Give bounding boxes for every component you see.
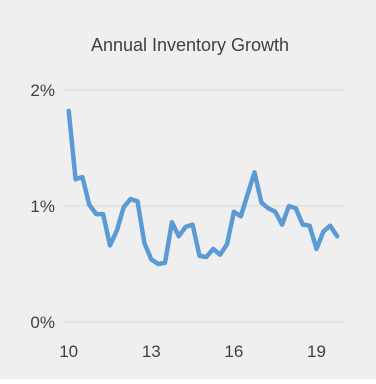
data-point	[67, 109, 70, 112]
data-point	[157, 263, 160, 266]
x-axis-tick-labels: 10 13 16 19	[59, 342, 326, 361]
data-point	[136, 200, 139, 203]
data-point	[102, 213, 105, 216]
data-point	[95, 213, 98, 216]
data-point	[329, 224, 332, 227]
data-point	[205, 256, 208, 259]
data-point	[115, 229, 118, 232]
chart-title: Annual Inventory Growth	[91, 35, 289, 55]
data-point	[281, 223, 284, 226]
y-axis-tick-labels: 0% 1% 2%	[30, 81, 55, 332]
data-point	[143, 242, 146, 245]
y-tick-label: 2%	[30, 81, 55, 100]
data-point	[322, 230, 325, 233]
data-point	[150, 258, 153, 261]
series-layer	[66, 108, 340, 267]
data-point	[287, 205, 290, 208]
x-tick-label: 16	[224, 342, 243, 361]
data-point	[164, 261, 167, 264]
x-tick-label: 19	[307, 342, 326, 361]
data-point	[294, 207, 297, 210]
data-point	[81, 176, 84, 179]
data-point	[226, 243, 229, 246]
data-point	[212, 247, 215, 250]
data-point	[109, 244, 112, 247]
data-point	[129, 198, 132, 201]
data-point	[170, 221, 173, 224]
data-point	[198, 254, 201, 257]
x-tick-label: 13	[142, 342, 161, 361]
data-point	[184, 225, 187, 228]
gridlines	[64, 89, 344, 323]
data-point	[260, 201, 263, 204]
data-point	[177, 235, 180, 238]
data-point	[246, 193, 249, 196]
x-tick-label: 10	[59, 342, 78, 361]
data-point	[267, 207, 270, 210]
data-point	[191, 223, 194, 226]
data-point	[336, 235, 339, 238]
series-line-0	[66, 108, 340, 267]
y-tick-label: 1%	[30, 197, 55, 216]
data-point	[122, 206, 125, 209]
data-point	[301, 223, 304, 226]
data-point	[88, 203, 91, 206]
data-point	[315, 247, 318, 250]
data-point	[239, 215, 242, 218]
data-point	[308, 224, 311, 227]
data-point	[219, 253, 222, 256]
data-point	[74, 178, 77, 181]
data-point	[232, 210, 235, 213]
y-tick-label: 0%	[30, 313, 55, 332]
data-point	[274, 210, 277, 213]
data-point	[253, 171, 256, 174]
